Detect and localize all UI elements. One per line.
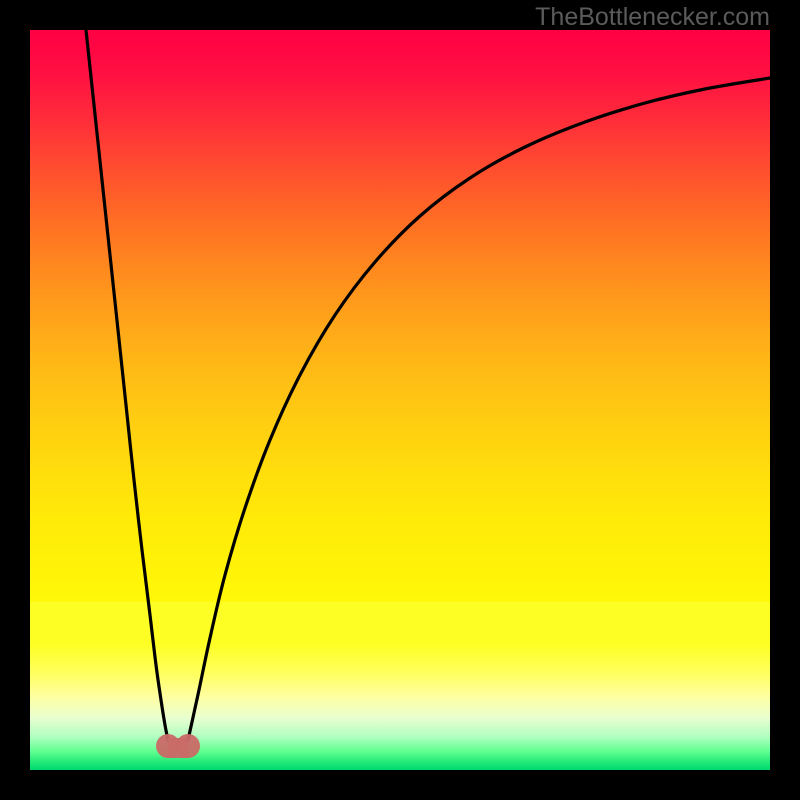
plot-area (30, 30, 770, 770)
plot-background (30, 30, 770, 770)
cusp-marker-right-lobe (176, 734, 200, 758)
plot-svg (30, 30, 770, 770)
chart-stage: TheBottlenecker.com (0, 0, 800, 800)
watermark-text: TheBottlenecker.com (535, 3, 770, 32)
